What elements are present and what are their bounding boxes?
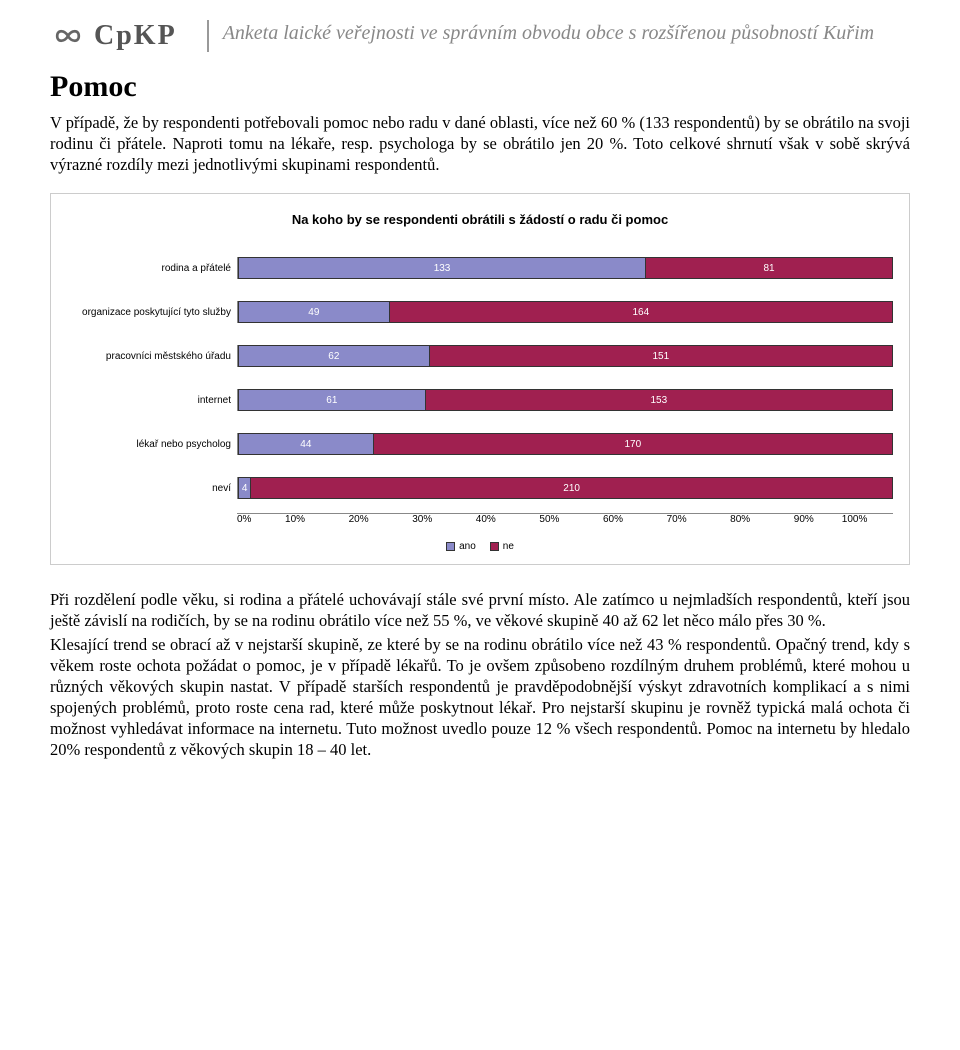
- legend-label: ano: [459, 541, 476, 552]
- bar-track: 49164: [237, 301, 893, 323]
- chart-legend: ano ne: [67, 541, 893, 552]
- chart-row: lékař nebo psycholog44170: [67, 433, 893, 455]
- legend-label: ne: [503, 541, 514, 552]
- axis-tick: 80%: [730, 514, 750, 529]
- axis-tick: 70%: [667, 514, 687, 529]
- chart-container: Na koho by se respondenti obrátili s žád…: [50, 193, 910, 565]
- bar-segment-ne: 81: [645, 257, 893, 279]
- header-divider: [207, 20, 209, 52]
- bar-track: 61153: [237, 389, 893, 411]
- chart-row: rodina a přátelé13381: [67, 257, 893, 279]
- section-heading: Pomoc: [50, 70, 910, 104]
- bar-segment-ne: 170: [373, 433, 893, 455]
- chart-rows: rodina a přátelé13381 organizace poskytuj…: [67, 257, 893, 499]
- chart-axis: 0% 10% 20% 30% 40% 50% 60% 70% 80% 90% 100%: [67, 513, 893, 529]
- bar-segment-ne: 210: [250, 477, 893, 499]
- legend-item: ano: [446, 541, 476, 552]
- axis-tick: 100%: [842, 514, 868, 529]
- bar-segment-ne: 153: [425, 389, 893, 411]
- axis-tick: 40%: [476, 514, 496, 529]
- logo-text: CpKP: [94, 20, 177, 52]
- legend-swatch: [490, 542, 499, 551]
- knot-icon: [50, 22, 86, 50]
- bar-segment-ano: 4: [238, 477, 250, 499]
- intro-paragraph: V případě, že by respondenti potřebovali…: [50, 112, 910, 175]
- axis-tick: 0%: [237, 514, 251, 529]
- bar-segment-ano: 62: [238, 345, 429, 367]
- bar-track: 44170: [237, 433, 893, 455]
- chart-title: Na koho by se respondenti obrátili s žád…: [67, 212, 893, 227]
- chart-category-label: internet: [67, 395, 237, 406]
- axis-tick: 10%: [285, 514, 305, 529]
- page-header: CpKP Anketa laické veřejnosti ve správní…: [50, 20, 910, 52]
- logo: CpKP: [50, 20, 193, 52]
- chart-category-label: neví: [67, 483, 237, 494]
- bar-segment-ne: 164: [389, 301, 893, 323]
- chart-category-label: organizace poskytující tyto služby: [67, 307, 237, 318]
- bar-segment-ano: 49: [238, 301, 389, 323]
- closing-paragraph: Klesající trend se obrací až v nejstarší…: [50, 634, 910, 761]
- axis-tick: 20%: [349, 514, 369, 529]
- axis-tick: 50%: [539, 514, 559, 529]
- bar-track: 4210: [237, 477, 893, 499]
- legend-swatch: [446, 542, 455, 551]
- chart-category-label: rodina a přátelé: [67, 263, 237, 274]
- bar-segment-ano: 44: [238, 433, 373, 455]
- axis-tick: 60%: [603, 514, 623, 529]
- header-subtitle: Anketa laické veřejnosti ve správním obv…: [223, 20, 910, 46]
- bar-segment-ano: 133: [238, 257, 645, 279]
- chart-row: internet61153: [67, 389, 893, 411]
- chart-row: pracovníci městského úřadu62151: [67, 345, 893, 367]
- chart-category-label: pracovníci městského úřadu: [67, 351, 237, 362]
- closing-paragraph: Při rozdělení podle věku, si rodina a př…: [50, 589, 910, 631]
- bar-segment-ne: 151: [429, 345, 893, 367]
- axis-tick: 30%: [412, 514, 432, 529]
- bar-track: 13381: [237, 257, 893, 279]
- closing-text: Při rozdělení podle věku, si rodina a př…: [50, 589, 910, 760]
- legend-item: ne: [490, 541, 514, 552]
- chart-category-label: lékař nebo psycholog: [67, 439, 237, 450]
- axis-tick: 90%: [794, 514, 814, 529]
- bar-track: 62151: [237, 345, 893, 367]
- chart-row: neví4210: [67, 477, 893, 499]
- bar-segment-ano: 61: [238, 389, 425, 411]
- chart-row: organizace poskytující tyto služby49164: [67, 301, 893, 323]
